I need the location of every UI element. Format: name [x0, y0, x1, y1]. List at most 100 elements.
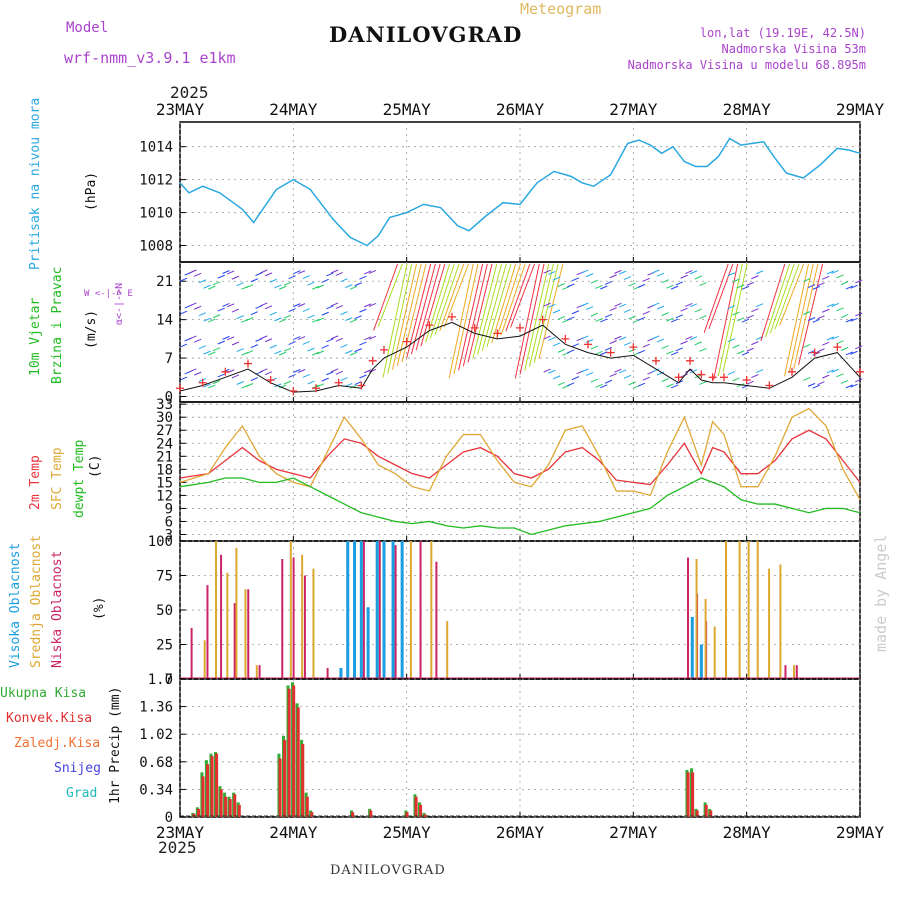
- x-tick-label-top: 25MAY: [383, 100, 432, 119]
- temp-unit: (C): [88, 454, 103, 478]
- wind-barb: [260, 302, 268, 307]
- wind-barb: [552, 309, 561, 314]
- wind-gust-marker: [425, 321, 434, 330]
- wind-barb: [217, 307, 225, 312]
- wind-barb: [260, 335, 268, 340]
- wind-barb: [831, 368, 839, 373]
- page-title: DANILOVGRAD: [329, 22, 523, 47]
- wind-barb: [543, 335, 551, 340]
- wind-barb: [217, 373, 225, 378]
- wind-barb: [274, 350, 282, 355]
- wind-barb: [713, 263, 739, 380]
- wind-barb: [661, 312, 669, 317]
- wind-barb: [685, 270, 693, 274]
- wind-barb: [552, 375, 561, 380]
- wind-barb: [845, 318, 854, 323]
- wind-barb: [326, 272, 334, 277]
- wind-barb: [288, 275, 296, 280]
- precip-legend-freezing: Zaledj.Kisa: [14, 736, 101, 751]
- precip-bar-1: [414, 796, 418, 817]
- wind-gust-marker: [289, 387, 298, 396]
- wind-gust-marker: [561, 334, 570, 343]
- wind-barb: [609, 340, 617, 345]
- wind-barb: [321, 377, 329, 382]
- wind-barb: [297, 303, 306, 308]
- wind-barb: [666, 317, 674, 322]
- wind-barb: [680, 340, 688, 345]
- wind-barb: [212, 380, 221, 385]
- wind-barb: [363, 369, 372, 374]
- wind-barb: [623, 276, 632, 280]
- wind-barb: [274, 317, 282, 322]
- wind-barb: [552, 276, 561, 281]
- temp-label-2: SFC Temp: [50, 447, 65, 510]
- wind-barb: [212, 314, 221, 319]
- wind-gust-marker: [674, 373, 683, 382]
- precip-bar-1: [197, 808, 200, 817]
- wind-barb: [652, 368, 660, 373]
- wind-barb: [642, 277, 650, 282]
- wind-barb: [840, 347, 849, 351]
- pressure-ytick-label: 1014: [139, 140, 173, 156]
- precip-bar-1: [278, 758, 282, 817]
- pressure-ytick-label: 1012: [139, 173, 173, 189]
- wind-barb: [439, 263, 465, 332]
- wind-barb: [675, 281, 684, 286]
- wind-barb: [689, 336, 698, 341]
- wind-barb: [751, 341, 759, 346]
- wind-barb: [250, 311, 259, 316]
- cloud-label-high: Visoka Oblacnost: [8, 542, 23, 668]
- wind-barb: [264, 338, 273, 343]
- wind-barb: [453, 263, 479, 375]
- precip-ytick-label: 1.36: [139, 700, 173, 716]
- precip-bar-1: [224, 796, 228, 817]
- cloud-ytick-label: 75: [156, 569, 173, 585]
- wind-barb: [359, 341, 367, 346]
- wind-barb: [585, 273, 594, 278]
- wind-barb: [614, 269, 622, 274]
- wind-barb: [817, 282, 825, 287]
- wind-barb: [699, 282, 707, 287]
- wind-barb: [855, 345, 863, 350]
- wind-barb: [604, 313, 613, 318]
- wind-barb: [354, 315, 362, 320]
- wind-barb: [765, 263, 791, 338]
- wind-barb: [245, 317, 254, 322]
- wind-barb: [628, 282, 636, 287]
- wind-gust-marker: [720, 373, 728, 382]
- wind-barb: [203, 350, 211, 355]
- wind-barb: [595, 317, 603, 322]
- temp-ytick-label: 6: [165, 514, 173, 530]
- wind-barb: [548, 270, 556, 275]
- wind-barb: [567, 316, 575, 321]
- wind-gust-marker: [686, 356, 694, 365]
- wind-barb: [812, 285, 820, 290]
- wind-barb: [330, 368, 339, 373]
- wind-barb: [245, 284, 254, 289]
- wind-barb: [741, 285, 750, 290]
- wind-barb: [685, 335, 693, 340]
- wind-barb: [826, 270, 835, 275]
- x-tick-label-bottom: 29MAY: [836, 823, 885, 842]
- wind-barb: [807, 349, 816, 354]
- wind-barb: [217, 274, 225, 279]
- wind-barb: [420, 263, 446, 347]
- wind-barb: [321, 278, 329, 283]
- wind-barb: [618, 336, 627, 341]
- wind-barb: [623, 374, 632, 379]
- temp-ytick-label: 18: [156, 462, 173, 478]
- wind-barb: [666, 350, 674, 355]
- precip-bar-1: [283, 739, 287, 817]
- wind-barb: [845, 384, 854, 389]
- precip-bar-1: [233, 794, 237, 817]
- altitude-label: Nadmorska Visina 53m: [721, 42, 867, 56]
- precip-bar-1: [686, 772, 690, 817]
- wind-barb: [699, 380, 707, 385]
- wind-barb: [831, 269, 839, 274]
- precip-bar-1: [369, 810, 373, 817]
- precip-legend-snow: Snijeg: [54, 761, 101, 776]
- wind-barb: [335, 271, 344, 276]
- wind-barb: [179, 310, 188, 315]
- cloud-ytick-label: 0: [165, 672, 173, 688]
- wind-gust-marker: [176, 384, 184, 393]
